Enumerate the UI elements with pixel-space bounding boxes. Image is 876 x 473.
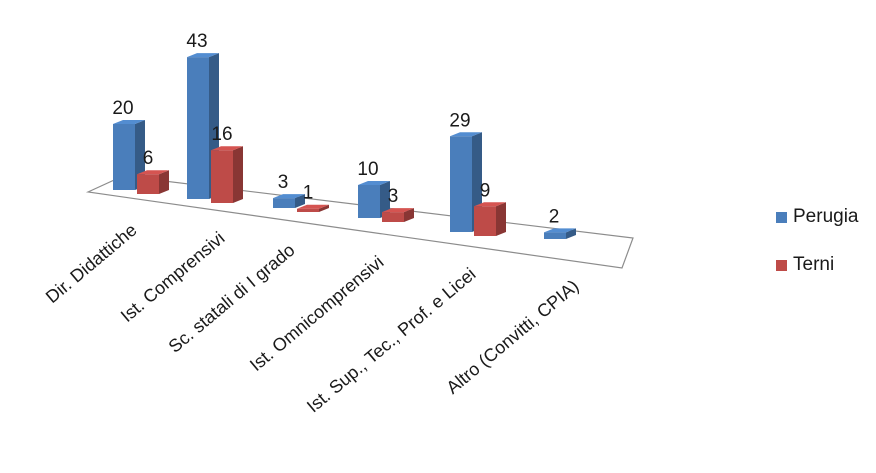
data-label-terni-3: 3	[388, 186, 399, 207]
bar-perugia-3	[358, 181, 390, 218]
data-label-terni-1: 16	[211, 124, 232, 145]
legend-swatch-perugia	[776, 211, 787, 223]
bar-side	[295, 194, 305, 208]
bar-top	[382, 208, 414, 213]
legend-item-terni: Terni	[776, 254, 859, 276]
bar-terni-2	[297, 204, 329, 212]
bar-terni-3	[382, 208, 414, 222]
bar-terni-1	[211, 146, 243, 203]
data-label-perugia-2: 3	[278, 172, 289, 193]
bar-front	[273, 198, 295, 208]
bar-top	[358, 181, 390, 185]
data-label-terni-2: 1	[303, 183, 314, 204]
bar-front	[358, 185, 380, 218]
data-label-terni-0: 6	[143, 148, 154, 169]
data-label-terni-4: 9	[480, 180, 491, 201]
bar-perugia-5	[544, 228, 576, 239]
category-label-0: Dir. Didattiche	[42, 220, 141, 307]
bar-side	[380, 181, 390, 218]
legend-item-perugia: Perugia	[776, 206, 859, 228]
bar-front	[382, 212, 404, 222]
data-label-perugia-3: 10	[357, 159, 378, 180]
legend: Perugia Terni	[776, 206, 859, 302]
data-label-perugia-4: 29	[449, 110, 470, 131]
bar-top	[113, 120, 145, 124]
bar-top	[273, 194, 305, 199]
bar-side	[159, 170, 169, 194]
bar-top	[450, 132, 482, 137]
bar-front	[450, 136, 472, 232]
bar-front	[113, 124, 135, 190]
bar-side	[319, 204, 329, 212]
bar-front	[544, 232, 566, 239]
bar-front	[211, 150, 233, 203]
data-label-perugia-1: 43	[186, 31, 207, 52]
bar-front	[297, 208, 319, 212]
bar-top	[297, 204, 329, 209]
bar-front	[137, 174, 159, 194]
bar-side	[404, 208, 414, 222]
bar-side	[233, 146, 243, 203]
bar-perugia-2	[273, 194, 305, 208]
legend-label-terni: Terni	[793, 254, 835, 275]
bar-terni-4	[474, 202, 506, 236]
legend-label-perugia: Perugia	[793, 206, 859, 227]
bar-top	[544, 228, 576, 233]
category-label-5: Altro (Convitti, CPIA)	[443, 276, 583, 398]
bar-top	[187, 53, 219, 58]
data-label-perugia-5: 2	[549, 206, 560, 227]
bar-top	[474, 202, 506, 207]
legend-swatch-terni	[776, 259, 787, 271]
bar-top	[211, 146, 243, 151]
bars-group	[113, 53, 576, 239]
bar-side	[496, 202, 506, 236]
bar-perugia-0	[113, 120, 145, 190]
bar-front	[474, 206, 496, 236]
bar-terni-0	[137, 170, 169, 194]
bar-side	[566, 228, 576, 239]
bar-top	[137, 170, 169, 175]
bar-front	[187, 57, 209, 199]
data-label-perugia-0: 20	[112, 98, 133, 119]
